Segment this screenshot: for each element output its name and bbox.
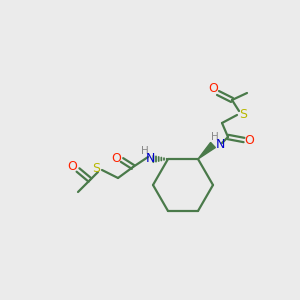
Text: N: N xyxy=(215,137,225,151)
Text: H: H xyxy=(141,146,149,156)
Text: N: N xyxy=(145,152,155,164)
Text: H: H xyxy=(211,132,219,142)
Text: O: O xyxy=(208,82,218,95)
Text: S: S xyxy=(239,107,247,121)
Text: O: O xyxy=(111,152,121,164)
Text: O: O xyxy=(67,160,77,173)
Text: S: S xyxy=(92,163,100,176)
Text: O: O xyxy=(244,134,254,146)
Polygon shape xyxy=(198,142,215,159)
